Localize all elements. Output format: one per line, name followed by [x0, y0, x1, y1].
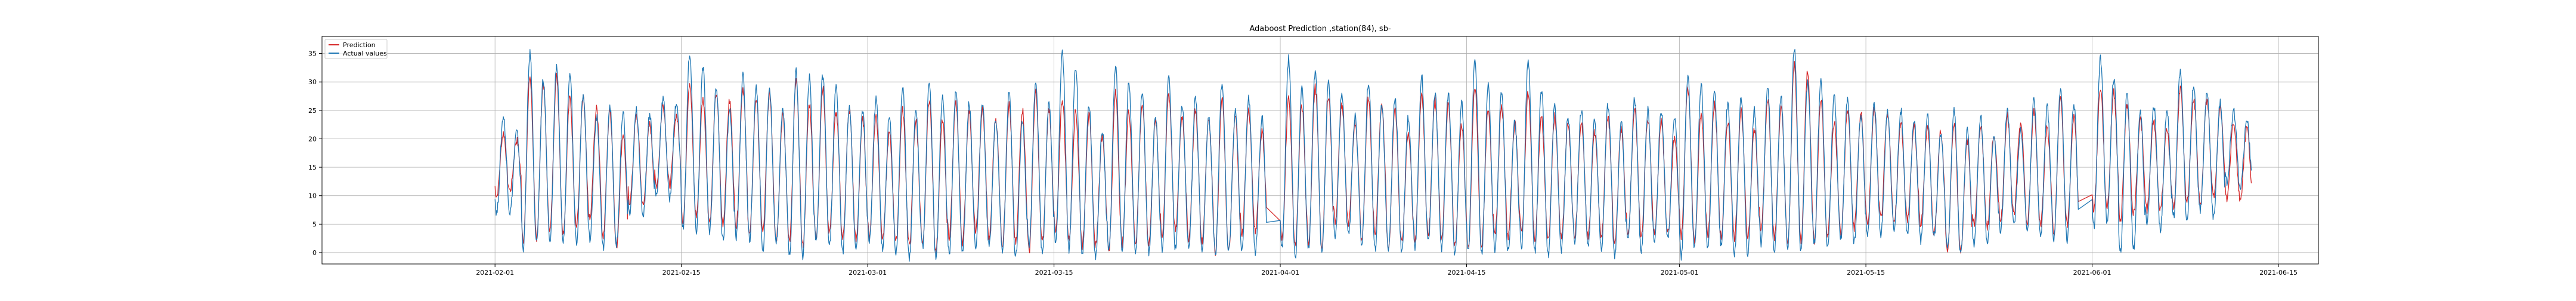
- chart-title: Adaboost Prediction ,station(84), sb-: [1249, 24, 1391, 33]
- x-tick-label: 2021-05-15: [1847, 269, 1885, 277]
- legend-label-prediction: Prediction: [343, 41, 376, 49]
- x-tick-label: 2021-04-15: [1448, 269, 1486, 277]
- legend: Prediction Actual values: [324, 39, 388, 59]
- x-tick-label: 2021-05-01: [1661, 269, 1699, 277]
- x-tick-label: 2021-02-15: [662, 269, 701, 277]
- legend-box: [324, 39, 388, 59]
- x-tick-label: 2021-03-01: [849, 269, 887, 277]
- y-tick-label: 15: [308, 164, 317, 171]
- y-tick-label: 10: [308, 192, 317, 200]
- y-axis: 0 5 10 15 20 25 30 35: [308, 50, 322, 257]
- x-tick-label: 2021-06-01: [2073, 269, 2111, 277]
- legend-label-actual-values: Actual values: [343, 50, 387, 57]
- series-line-actual-values: [494, 49, 2252, 262]
- x-axis: 2021-02-01 2021-02-15 2021-03-01 2021-03-15…: [476, 264, 2298, 277]
- y-tick-label: 0: [312, 249, 317, 257]
- y-tick-label: 5: [312, 220, 317, 228]
- y-tick-label: 30: [308, 78, 317, 86]
- x-tick-label: 2021-06-15: [2259, 269, 2298, 277]
- x-tick-label: 2021-03-15: [1035, 269, 1073, 277]
- x-tick-label: 2021-04-01: [1261, 269, 1299, 277]
- y-tick-label: 25: [308, 107, 317, 115]
- gridlines: [322, 36, 2318, 264]
- y-tick-label: 20: [308, 135, 317, 143]
- x-tick-label: 2021-02-01: [476, 269, 514, 277]
- y-tick-label: 35: [308, 50, 317, 58]
- plot-area: [321, 36, 2319, 265]
- series-layer: [494, 49, 2252, 262]
